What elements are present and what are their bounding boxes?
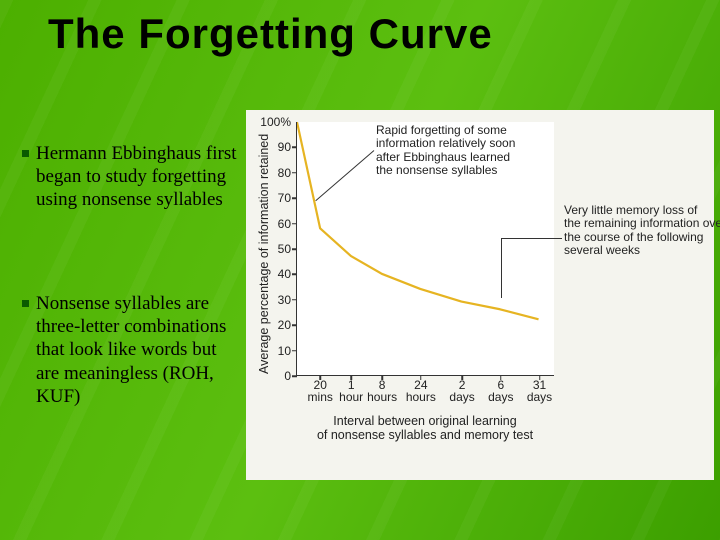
ytick-label: 100% (260, 115, 291, 129)
page-title: The Forgetting Curve (48, 10, 493, 58)
ytick-mark (292, 274, 297, 276)
ytick-mark (292, 147, 297, 149)
forgetting-curve-chart: 0 10 20 30 40 50 60 70 80 90 100% 20mins1hour8hours… (246, 110, 714, 480)
ytick-mark (292, 375, 297, 377)
xtick-label: 2days (449, 379, 474, 403)
xtick-label: 31days (527, 379, 552, 403)
annotation-pointer (501, 238, 502, 298)
xtick-label: 6days (488, 379, 513, 403)
chart-annotation: Rapid forgetting of someinformation rela… (376, 124, 551, 178)
xtick-label: 24hours (406, 379, 436, 403)
ytick-mark (292, 299, 297, 301)
x-axis-label: Interval between original learningof non… (276, 414, 574, 443)
ytick-label: 50 (278, 242, 291, 256)
ytick-label: 0 (284, 369, 291, 383)
ytick-mark (292, 197, 297, 199)
ytick-mark (292, 223, 297, 225)
ytick-mark (292, 248, 297, 250)
xtick-label: 1hour (339, 379, 363, 403)
y-axis-label: Average percentage of information retain… (257, 134, 271, 374)
bullet-icon (22, 300, 29, 307)
annotation-pointer (501, 238, 562, 239)
ytick-label: 70 (278, 191, 291, 205)
paragraph-1: Hermann Ebbinghaus first began to study … (36, 142, 241, 212)
ytick-label: 60 (278, 217, 291, 231)
ytick-label: 80 (278, 166, 291, 180)
ytick-mark (292, 172, 297, 174)
chart-annotation: Very little memory loss ofthe remaining … (564, 204, 720, 258)
ytick-label: 40 (278, 267, 291, 281)
paragraph-2: Nonsense syllables are three-letter comb… (36, 292, 241, 408)
ytick-mark (292, 350, 297, 352)
ytick-label: 20 (278, 318, 291, 332)
ytick-label: 30 (278, 293, 291, 307)
xtick-label: 20mins (308, 379, 333, 403)
ytick-mark (292, 324, 297, 326)
ytick-label: 90 (278, 140, 291, 154)
ytick-label: 10 (278, 344, 291, 358)
xtick-label: 8hours (367, 379, 397, 403)
bullet-icon (22, 150, 29, 157)
